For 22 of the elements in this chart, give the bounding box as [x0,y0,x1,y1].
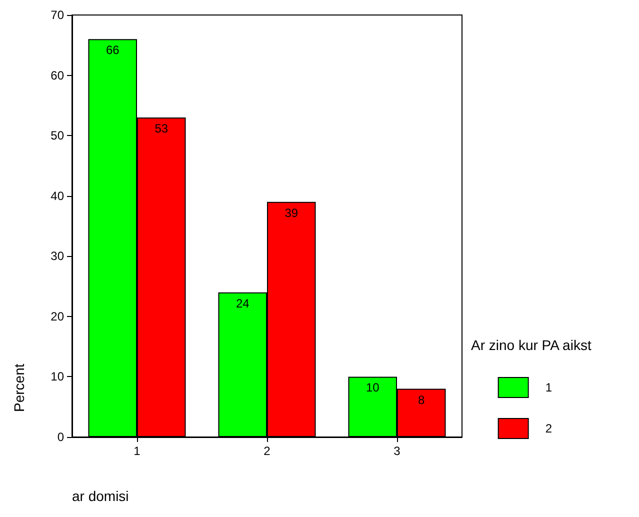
y-tick-label: 40 [50,188,64,203]
legend-label: 1 [545,380,552,394]
y-tick-label: 70 [50,8,64,22]
y-tick-label: 50 [50,128,64,143]
x-tick-label: 1 [134,444,141,458]
y-tick-label: 60 [50,68,64,82]
x-tick-label: 2 [264,444,271,458]
x-tick-label: 3 [394,444,401,458]
data-label: 8 [418,392,426,407]
legend-label: 2 [545,422,552,436]
y-tick-label: 10 [50,370,64,384]
data-label: 24 [236,296,250,310]
data-label: 66 [106,43,120,58]
data-label: 10 [366,380,380,395]
y-tick-label: 0 [57,430,64,444]
data-label: 53 [154,121,168,136]
data-label: 39 [284,206,298,220]
y-tick-label: 20 [50,309,64,324]
y-tick-label: 30 [50,249,64,264]
x-axis-title: ar domisi [72,488,129,504]
legend-title: Ar zino kur PA aikst [471,337,592,353]
y-axis-title: Percent [11,364,27,412]
